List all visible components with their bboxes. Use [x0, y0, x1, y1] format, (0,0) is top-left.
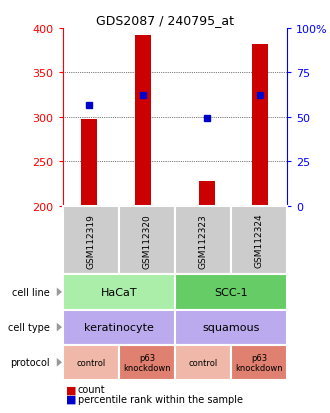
Text: GSM112324: GSM112324 [254, 214, 264, 268]
Text: protocol: protocol [10, 357, 50, 368]
Text: HaCaT: HaCaT [101, 287, 137, 297]
Text: GSM112319: GSM112319 [86, 213, 95, 268]
Polygon shape [57, 358, 62, 367]
Text: ■: ■ [66, 394, 77, 404]
Bar [135, 36, 151, 206]
Text: ■: ■ [66, 385, 77, 394]
Bar [82, 119, 97, 206]
Text: cell type: cell type [8, 322, 50, 332]
Text: GSM112320: GSM112320 [142, 213, 151, 268]
Text: control: control [188, 358, 217, 367]
Bar [199, 182, 215, 206]
Text: GDS2087 / 240795_at: GDS2087 / 240795_at [96, 14, 234, 27]
Text: control: control [76, 358, 105, 367]
Text: p63
knockdown: p63 knockdown [235, 353, 283, 372]
Text: cell line: cell line [12, 287, 50, 297]
Bar [252, 45, 268, 206]
Polygon shape [57, 288, 62, 297]
Text: keratinocyte: keratinocyte [84, 322, 154, 332]
Text: GSM112323: GSM112323 [198, 213, 208, 268]
Polygon shape [57, 323, 62, 332]
Text: squamous: squamous [202, 322, 260, 332]
Text: SCC-1: SCC-1 [214, 287, 248, 297]
Text: count: count [78, 385, 105, 394]
Text: p63
knockdown: p63 knockdown [123, 353, 171, 372]
Text: percentile rank within the sample: percentile rank within the sample [78, 394, 243, 404]
